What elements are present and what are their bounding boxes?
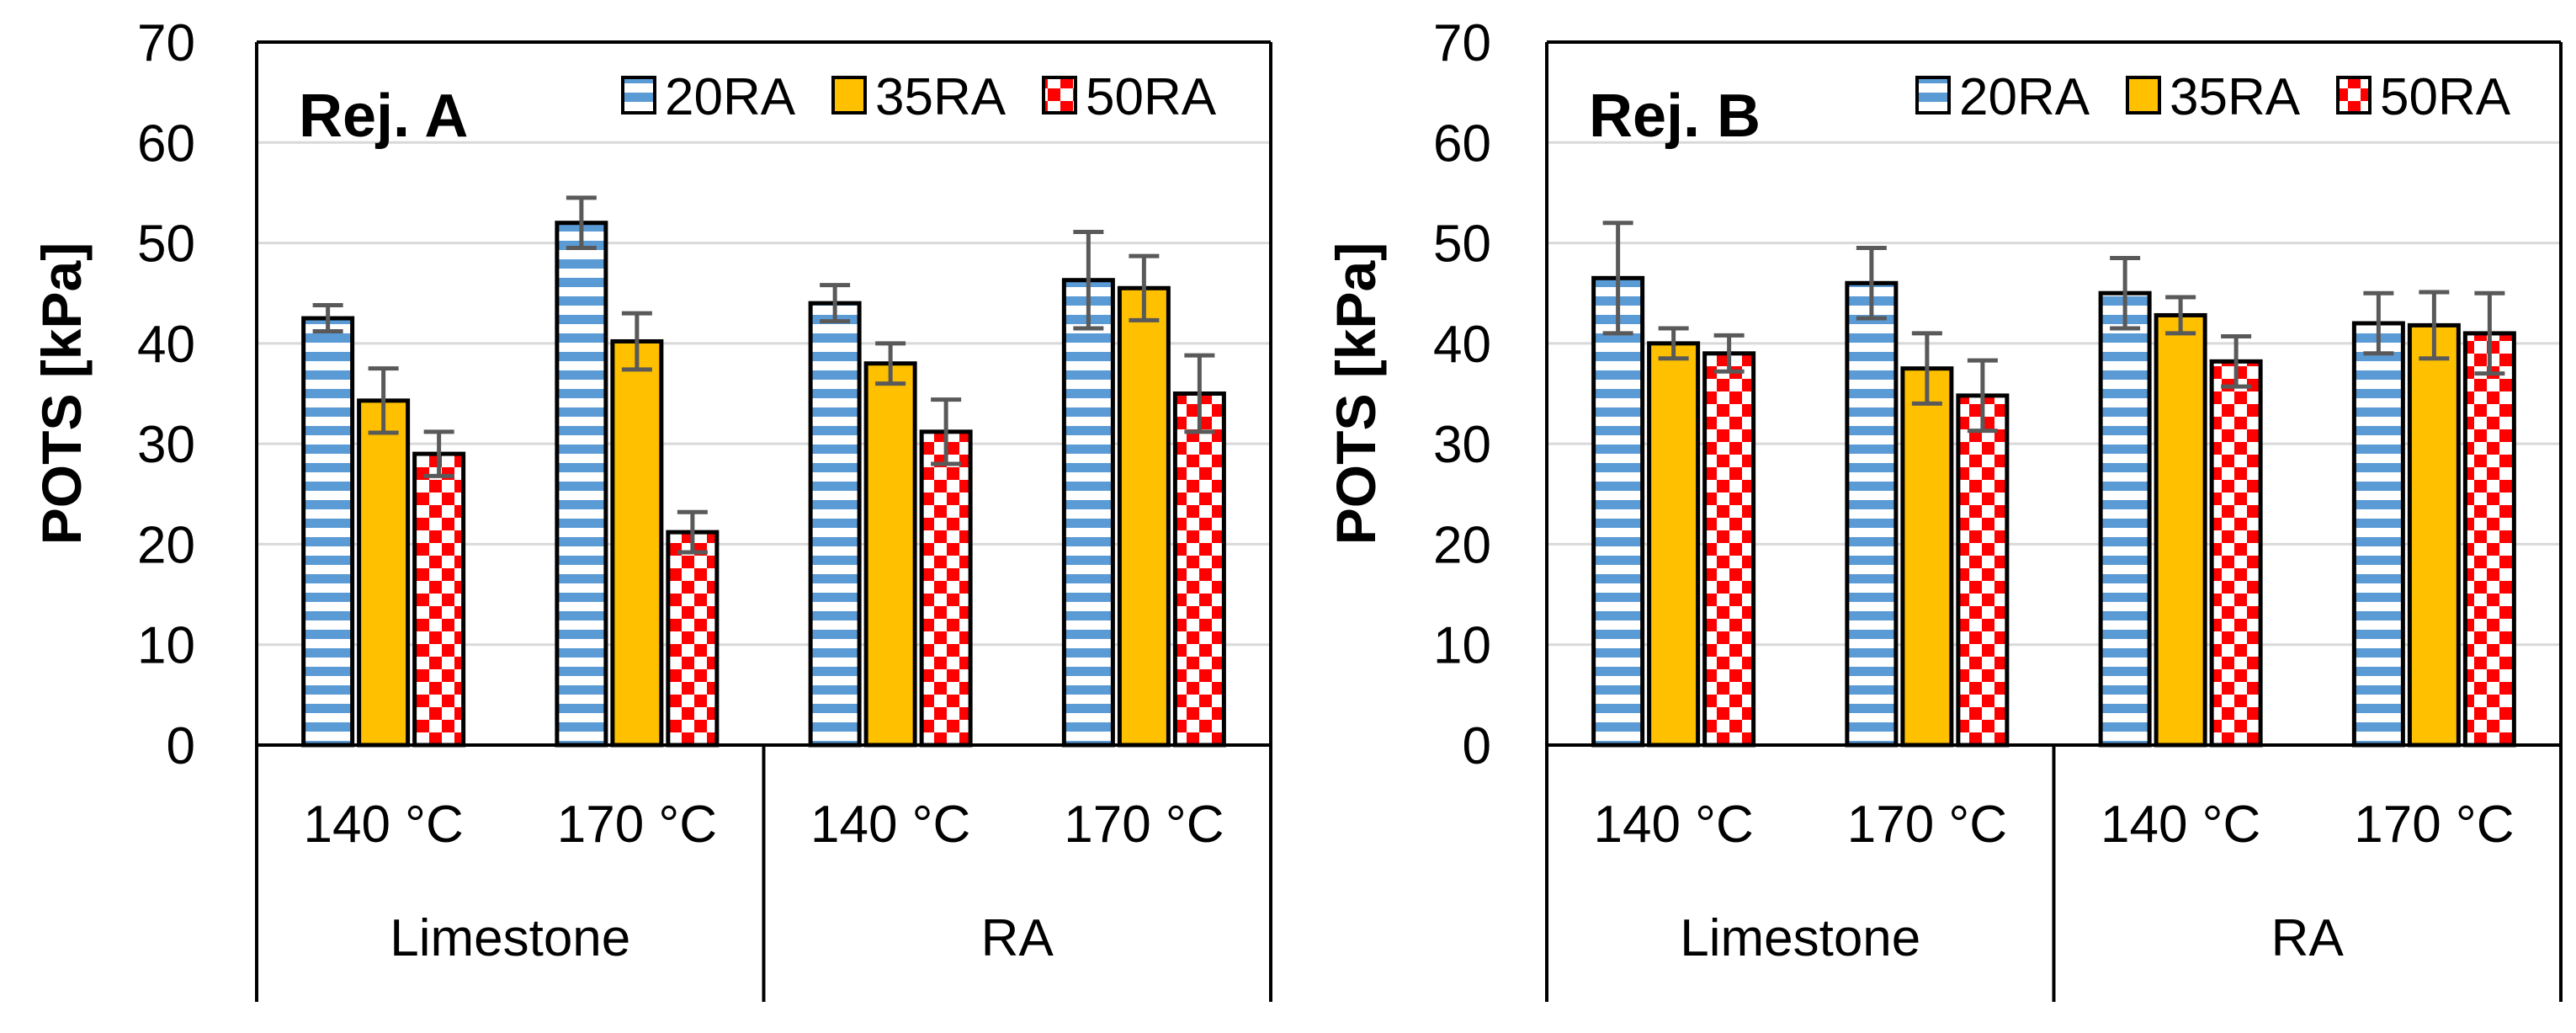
error-bar-50ra-3 bbox=[2221, 334, 2252, 389]
bar-35ra-3 bbox=[2154, 312, 2207, 748]
bar-35ra-3 bbox=[863, 361, 917, 748]
y-tick-label: 40 bbox=[137, 316, 195, 374]
bar-20ra-1 bbox=[301, 316, 355, 748]
legend-swatch-50ra bbox=[2336, 76, 2372, 114]
bar-35ra-2 bbox=[610, 338, 664, 748]
x-category-label: 170 °C bbox=[2354, 796, 2514, 854]
bar-35ra-1 bbox=[1647, 341, 1701, 748]
legend-swatch-50ra bbox=[1042, 76, 1077, 114]
error-bar-50ra-2 bbox=[1967, 358, 1998, 434]
y-tick-label: 20 bbox=[137, 516, 195, 574]
error-bar-20ra-4 bbox=[1073, 229, 1104, 331]
legend-swatch-35ra bbox=[2126, 76, 2161, 114]
chart-panel-1: 0 10 20 30 40 50 60 70 POTS [kPa] 140 °C 170 °C 140… bbox=[30, 14, 1272, 1002]
x-category-label: 170 °C bbox=[557, 796, 717, 854]
error-bar-20ra-1 bbox=[312, 303, 343, 334]
legend-label-50ra: 50RA bbox=[1086, 68, 1217, 126]
bar-50ra-4 bbox=[1172, 391, 1226, 748]
x-category-label: 170 °C bbox=[1847, 796, 2007, 854]
bar-35ra-4 bbox=[1117, 285, 1171, 748]
error-bar-50ra-3 bbox=[931, 397, 962, 466]
legend-swatch-20ra bbox=[1915, 76, 1951, 114]
bar-20ra-1 bbox=[1591, 275, 1645, 748]
error-bar-50ra-1 bbox=[1713, 333, 1745, 374]
y-axis-label: POTS [kPa] bbox=[30, 242, 93, 545]
bar-20ra-2 bbox=[555, 221, 608, 748]
error-bar-20ra-2 bbox=[566, 195, 597, 251]
error-bar-20ra-3 bbox=[2110, 255, 2141, 331]
legend-label-20ra: 20RA bbox=[665, 68, 796, 126]
y-tick-label: 50 bbox=[137, 216, 195, 274]
legend-label-20ra: 20RA bbox=[1959, 68, 2090, 126]
bar-35ra-1 bbox=[357, 398, 411, 748]
bar-20ra-4 bbox=[2351, 321, 2405, 748]
bar-50ra-2 bbox=[1956, 393, 2010, 748]
x-category-label: 140 °C bbox=[2101, 796, 2260, 854]
y-tick-label: 50 bbox=[1433, 216, 1491, 274]
bar-35ra-2 bbox=[1900, 366, 1954, 748]
legend-label-50ra: 50RA bbox=[2380, 68, 2511, 126]
bar-50ra-3 bbox=[919, 429, 973, 748]
legend: 20RA 35RA 50RA bbox=[621, 68, 1217, 126]
error-bar-50ra-1 bbox=[423, 429, 454, 478]
y-tick-label: 40 bbox=[1433, 316, 1491, 374]
error-bar-20ra-1 bbox=[1602, 221, 1633, 336]
bar-50ra-3 bbox=[2209, 359, 2263, 748]
y-tick-label: 0 bbox=[1463, 717, 1491, 775]
error-bar-50ra-2 bbox=[677, 509, 708, 555]
x-category-label: 140 °C bbox=[304, 796, 464, 854]
y-tick-label: 70 bbox=[1433, 14, 1491, 72]
legend-swatch-20ra bbox=[621, 76, 656, 114]
error-bar-35ra-4 bbox=[1129, 253, 1160, 322]
bar-20ra-4 bbox=[1061, 278, 1115, 748]
y-tick-label: 30 bbox=[137, 416, 195, 474]
bar-20ra-3 bbox=[808, 301, 862, 748]
error-bar-20ra-4 bbox=[2363, 290, 2394, 356]
panel-label: Rej. A bbox=[299, 83, 468, 150]
y-tick-label: 10 bbox=[137, 617, 195, 675]
x-group-label: Limestone bbox=[390, 909, 630, 967]
error-bar-50ra-4 bbox=[1184, 353, 1215, 434]
error-bar-35ra-2 bbox=[621, 311, 652, 372]
error-bar-35ra-1 bbox=[368, 366, 399, 435]
bar-50ra-4 bbox=[2462, 331, 2516, 748]
error-bar-20ra-2 bbox=[1856, 246, 1887, 321]
legend: 20RA 35RA 50RA bbox=[1915, 68, 2511, 126]
y-tick-label: 60 bbox=[1433, 114, 1491, 173]
y-axis-label: POTS [kPa] bbox=[1325, 242, 1387, 545]
y-tick-label: 30 bbox=[1433, 416, 1491, 474]
panel-label: Rej. B bbox=[1589, 83, 1761, 150]
y-tick-label: 10 bbox=[1433, 617, 1491, 675]
x-category-label: 140 °C bbox=[1594, 796, 1754, 854]
error-bar-35ra-3 bbox=[875, 341, 906, 386]
y-tick-label: 60 bbox=[137, 114, 195, 173]
bar-50ra-1 bbox=[412, 451, 466, 748]
error-bar-35ra-1 bbox=[1658, 326, 1689, 361]
x-category-label: 170 °C bbox=[1064, 796, 1224, 854]
bar-20ra-2 bbox=[1845, 280, 1899, 748]
y-tick-label: 70 bbox=[137, 14, 195, 72]
chart-panel-2: 0 10 20 30 40 50 60 70 POTS [kPa] 140 °C 170 °C 140… bbox=[1325, 14, 2563, 1002]
error-bar-35ra-4 bbox=[2419, 290, 2450, 361]
bar-35ra-4 bbox=[2407, 322, 2461, 748]
bar-50ra-1 bbox=[1702, 351, 1756, 748]
y-tick-label: 0 bbox=[167, 717, 195, 775]
bar-50ra-2 bbox=[666, 530, 720, 748]
x-group-label: RA bbox=[2271, 909, 2345, 967]
error-bar-50ra-4 bbox=[2474, 290, 2505, 376]
x-category-label: 140 °C bbox=[810, 796, 970, 854]
error-bar-20ra-3 bbox=[820, 283, 851, 324]
x-group-label: RA bbox=[981, 909, 1054, 967]
legend-swatch-35ra bbox=[831, 76, 867, 114]
y-tick-label: 20 bbox=[1433, 516, 1491, 574]
legend-label-35ra: 35RA bbox=[875, 68, 1006, 126]
error-bar-35ra-2 bbox=[1911, 331, 1942, 406]
bar-20ra-3 bbox=[2098, 290, 2152, 748]
x-group-label: Limestone bbox=[1680, 909, 1920, 967]
legend-label-35ra: 35RA bbox=[2170, 68, 2301, 126]
error-bar-35ra-3 bbox=[2165, 295, 2196, 336]
